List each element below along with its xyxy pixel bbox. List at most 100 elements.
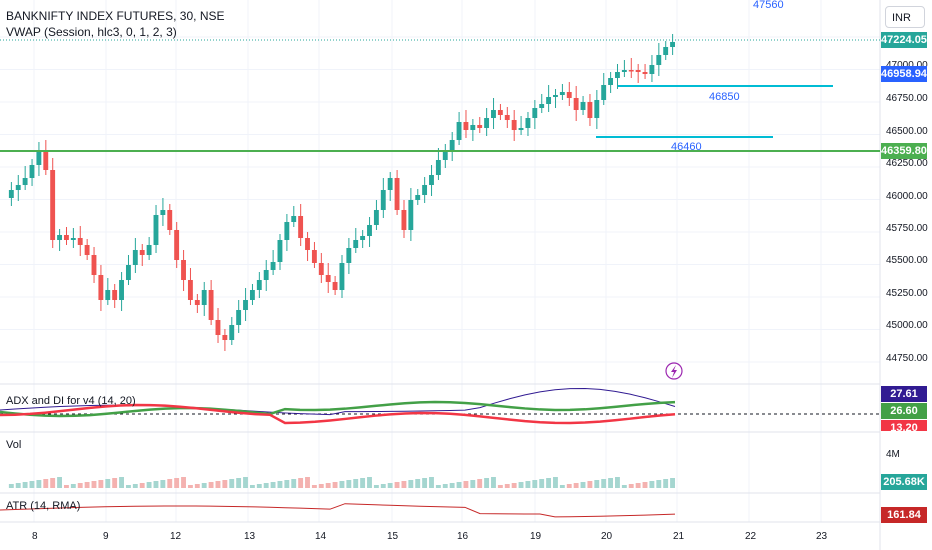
- volume-bar: [318, 484, 324, 488]
- volume-bar: [132, 484, 138, 488]
- candle-body: [360, 236, 366, 240]
- candle-body: [311, 250, 317, 263]
- volume-bar: [504, 484, 510, 488]
- candle-body: [525, 118, 531, 128]
- volume-bar: [394, 482, 400, 488]
- candle-body: [29, 165, 35, 178]
- volume-bar: [539, 479, 545, 488]
- volume-bar: [105, 479, 111, 488]
- volume-bar: [477, 479, 483, 488]
- candle-body: [236, 310, 242, 325]
- grid: [0, 0, 880, 522]
- level-label-top: 47560: [753, 0, 784, 11]
- volume-bar: [422, 478, 428, 488]
- volume-bar: [98, 480, 104, 488]
- price-tick: 47000.00: [886, 60, 928, 71]
- currency-button[interactable]: INR: [885, 6, 925, 28]
- candle-body: [628, 70, 634, 72]
- volume-value-badge: 205.68K: [881, 474, 927, 490]
- volume-bar: [249, 485, 255, 488]
- volume-bar: [112, 478, 118, 488]
- candle-body: [318, 263, 324, 275]
- price-tick: 46750.00: [886, 93, 928, 104]
- candle-body: [208, 290, 214, 320]
- volume-bar: [119, 477, 124, 488]
- volume-bar: [663, 479, 669, 488]
- di-minus-value-badge: 13.20: [881, 420, 927, 431]
- volume-bar: [229, 479, 235, 488]
- candle-body: [167, 210, 173, 230]
- volume-bar: [497, 485, 503, 488]
- time-tick: 16: [457, 531, 469, 542]
- volume-bar: [642, 482, 648, 488]
- volume-bar: [256, 484, 262, 488]
- volume-bar: [491, 477, 496, 488]
- volume-bar: [621, 485, 627, 488]
- volume-bar: [91, 481, 97, 488]
- candle-body: [656, 55, 662, 65]
- volume-bar: [553, 477, 558, 488]
- time-tick: 20: [601, 531, 613, 542]
- candle-body: [36, 150, 42, 165]
- volume-bar: [174, 478, 180, 488]
- candle-body: [215, 320, 221, 335]
- volume-bar: [291, 479, 297, 488]
- candle-body: [539, 104, 545, 108]
- time-tick: 13: [244, 531, 256, 542]
- volume-bar: [36, 480, 42, 488]
- candle-body: [84, 245, 90, 255]
- candle-body: [50, 170, 56, 240]
- volume-bar: [470, 480, 476, 488]
- volume-bar: [401, 481, 407, 488]
- candle-body: [229, 325, 235, 340]
- candle-body: [201, 290, 207, 305]
- candle-body: [429, 175, 434, 185]
- candle-body: [587, 102, 593, 118]
- candle-body: [387, 178, 393, 190]
- candle-body: [277, 240, 283, 262]
- volume-bar: [656, 480, 662, 488]
- volume-bar: [215, 481, 221, 488]
- lightning-icon[interactable]: [665, 362, 683, 380]
- atr-panel-title[interactable]: ATR (14, RMA): [6, 500, 81, 512]
- candle-body: [139, 250, 145, 255]
- candle-body: [112, 290, 118, 300]
- candle-body: [270, 262, 276, 270]
- candle-body: [367, 225, 372, 236]
- volume-bar: [63, 485, 69, 488]
- candle-body: [146, 245, 152, 255]
- candle-body: [463, 122, 469, 130]
- volume-bar: [484, 478, 490, 488]
- volume-bar: [353, 479, 359, 488]
- candle-body: [160, 210, 166, 215]
- volume-bar: [511, 483, 517, 488]
- volume-bar: [284, 480, 290, 488]
- candle-body: [497, 110, 503, 115]
- candle-body: [511, 120, 517, 130]
- symbol-title[interactable]: BANKNIFTY INDEX FUTURES, 30, NSE: [6, 9, 225, 23]
- candle-body: [284, 222, 290, 240]
- volume-bar: [373, 485, 379, 488]
- candle-body: [608, 78, 614, 85]
- candle-body: [22, 178, 28, 185]
- volume-bar: [153, 481, 159, 488]
- volume-bar: [236, 478, 242, 488]
- adx-panel-title[interactable]: ADX and DI for v4 (14, 20): [6, 395, 136, 407]
- volume-bar: [408, 480, 414, 488]
- volume-bar: [635, 483, 641, 488]
- candle-body: [601, 85, 607, 100]
- candle-body: [8, 190, 14, 198]
- candle-body: [566, 92, 572, 98]
- volume-panel-title[interactable]: Vol: [6, 439, 22, 451]
- candles: [8, 34, 675, 351]
- level-label-upper: 46850: [709, 91, 740, 103]
- volume-bar: [29, 481, 35, 488]
- vwap-indicator-title[interactable]: VWAP (Session, hlc3, 0, 1, 2, 3): [6, 25, 177, 39]
- candle-body: [77, 238, 83, 245]
- candle-body: [91, 255, 97, 275]
- candle-body: [408, 200, 414, 230]
- volume-bar: [298, 478, 304, 488]
- volume-bar: [181, 477, 186, 488]
- candle-body: [456, 122, 462, 140]
